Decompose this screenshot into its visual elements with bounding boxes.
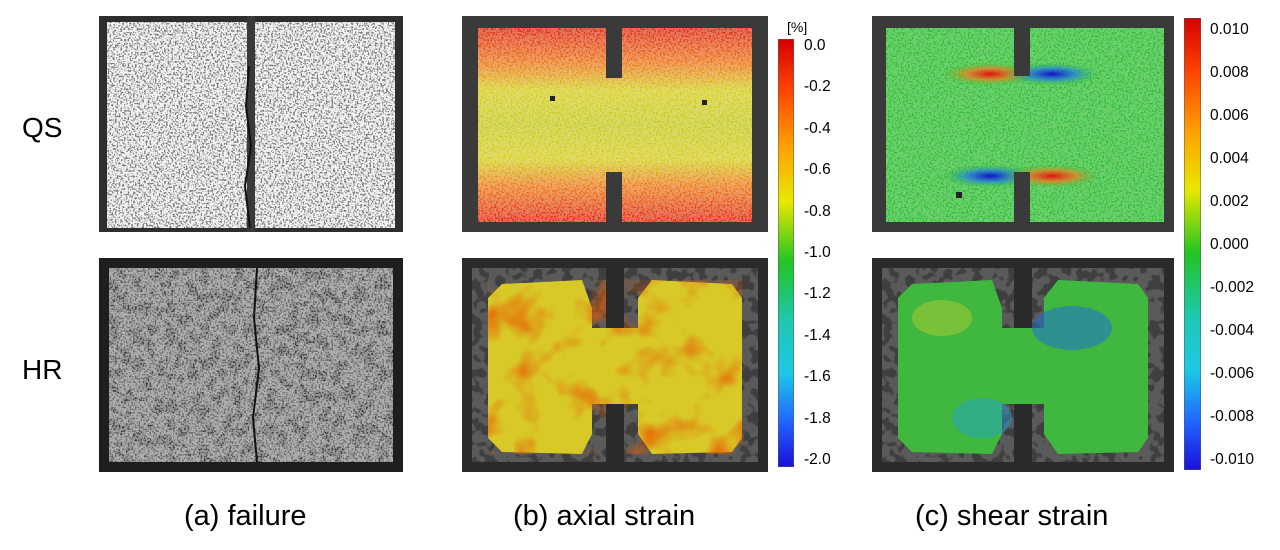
shear-colorbar-tick-label: 0.004	[1210, 150, 1249, 167]
hr-axial-strain-map	[462, 258, 768, 472]
caption-failure: (a) failure	[184, 500, 307, 532]
axial-colorbar-tick-label: -1.6	[804, 368, 831, 386]
shear-colorbar-tick-label: -0.010	[1210, 451, 1254, 468]
axial-colorbar-tick-label: -1.2	[804, 285, 831, 303]
axial-colorbar-tick-label: -0.8	[804, 202, 831, 220]
shear-colorbar-tick-label: 0.010	[1210, 21, 1249, 38]
hr-failure-image	[99, 258, 403, 472]
shear-colorbar-tick-label: -0.006	[1210, 365, 1254, 382]
row-label-hr: HR	[22, 354, 63, 385]
axial-colorbar-tick-label: -1.8	[804, 409, 831, 427]
shear-colorbar-tick-label: 0.006	[1210, 107, 1249, 124]
qs-axial-strain-map	[462, 16, 768, 232]
qs-failure-image	[99, 16, 403, 232]
shear-colorbar-tick-label: 0.000	[1210, 236, 1249, 253]
caption-axial-strain: (b) axial strain	[513, 500, 696, 532]
axial-colorbar	[777, 38, 795, 468]
axial-colorbar-tick-label: -0.6	[804, 161, 831, 179]
axial-colorbar-tick-label: -1.0	[804, 244, 831, 261]
qs-shear-strain-map	[872, 16, 1174, 232]
caption-shear-strain: (c) shear strain	[915, 500, 1109, 532]
axial-colorbar-unit: [%]	[787, 19, 808, 35]
axial-colorbar-tick-label: -1.4	[804, 326, 831, 344]
hr-shear-strain-map	[872, 258, 1174, 472]
row-label-qs: QS	[22, 112, 63, 143]
axial-colorbar-tick-label: 0.0	[804, 37, 826, 54]
shear-colorbar	[1183, 17, 1202, 471]
shear-colorbar-tick-label: 0.008	[1210, 64, 1249, 81]
shear-colorbar-tick-label: -0.004	[1210, 322, 1254, 339]
axial-colorbar-tick-label: -2.0	[804, 451, 831, 468]
shear-colorbar-tick-label: -0.002	[1210, 279, 1254, 296]
shear-colorbar-tick-label: -0.008	[1210, 408, 1254, 425]
axial-colorbar-tick-label: -0.2	[804, 78, 831, 96]
axial-colorbar-tick-label: -0.4	[804, 119, 831, 137]
shear-colorbar-tick-label: 0.002	[1210, 193, 1249, 210]
